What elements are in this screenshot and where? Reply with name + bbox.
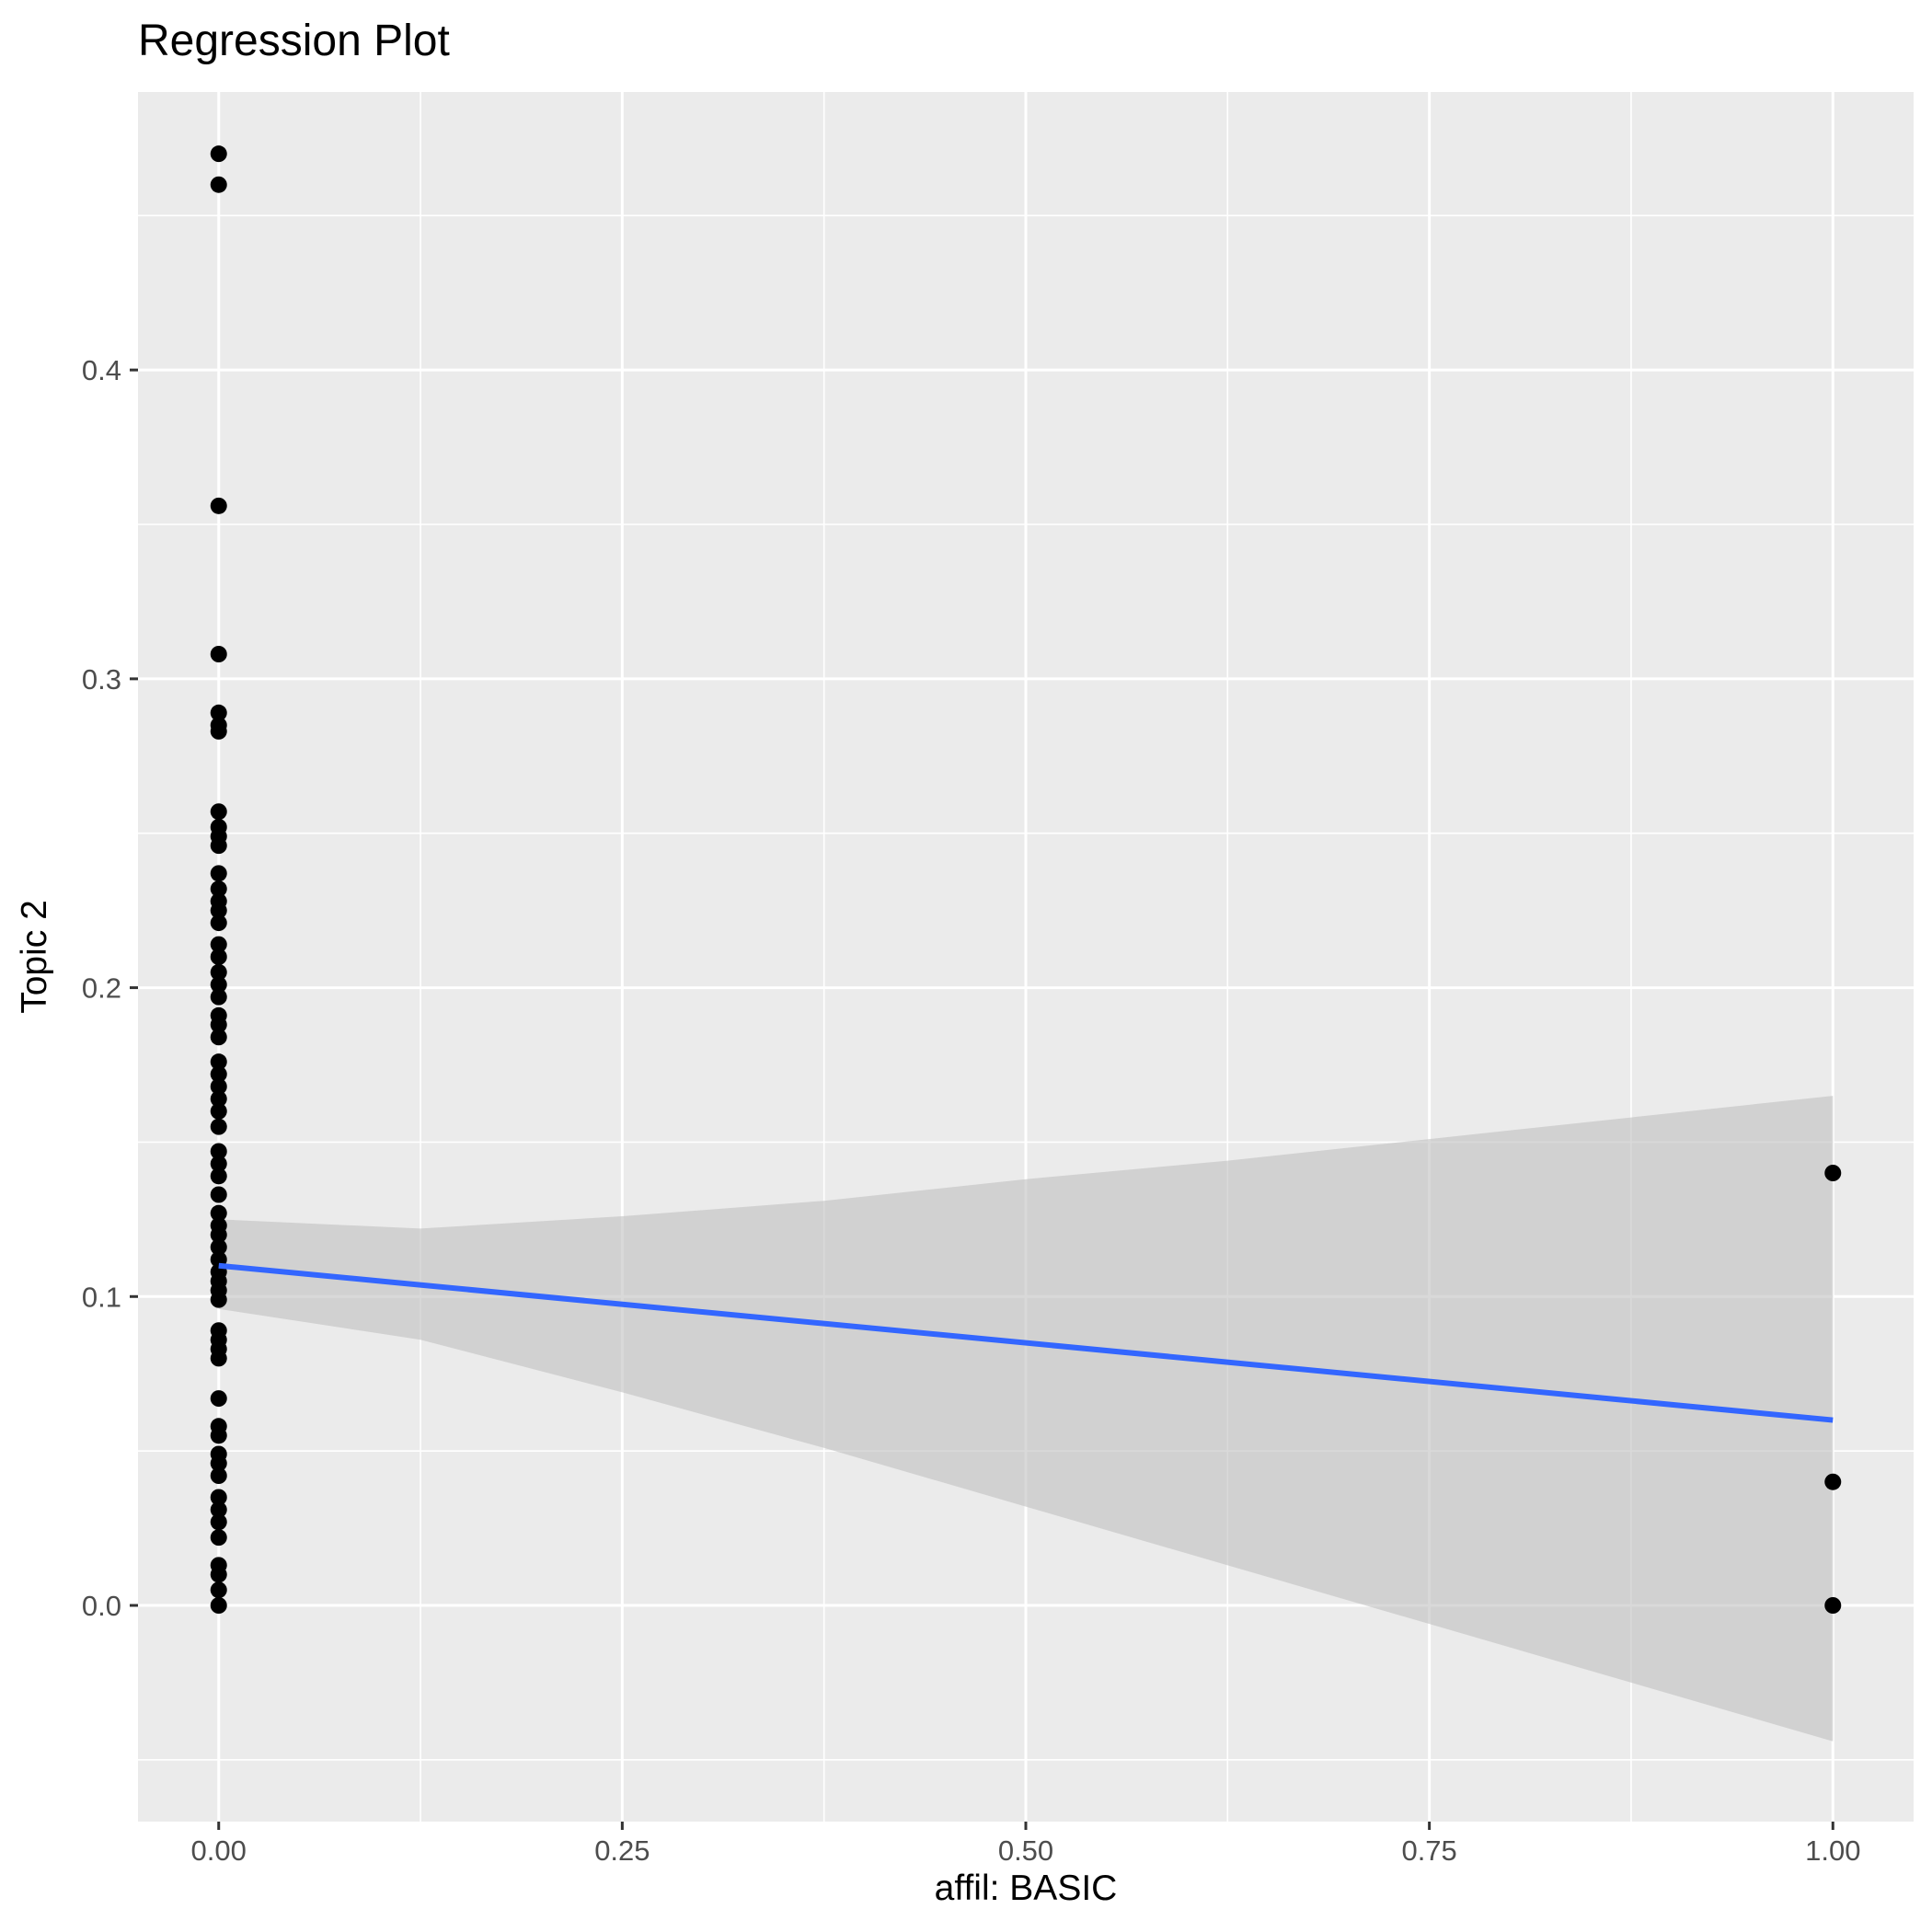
data-point	[210, 1204, 227, 1222]
data-point	[210, 1597, 227, 1614]
data-point	[210, 1513, 227, 1531]
data-point	[210, 1390, 227, 1408]
data-point	[210, 1053, 227, 1071]
data-point	[210, 1529, 227, 1547]
y-axis-title: Topic 2	[15, 900, 54, 1014]
data-point	[210, 1566, 227, 1583]
data-point	[210, 1167, 227, 1185]
data-point	[210, 1029, 227, 1046]
y-tick-label: 0.2	[82, 972, 121, 1005]
data-point	[210, 914, 227, 932]
regression-line	[218, 1262, 1834, 1423]
data-point	[210, 1016, 227, 1033]
x-axis-title: affil: BASIC	[935, 1869, 1118, 1908]
data-point	[210, 1155, 227, 1172]
chart-title: Regression Plot	[138, 17, 450, 65]
x-tick-label: 0.25	[594, 1834, 650, 1867]
data-point	[210, 865, 227, 882]
data-point	[210, 1350, 227, 1367]
data-point	[210, 1090, 227, 1108]
data-point	[210, 988, 227, 1006]
y-tick-label: 0.4	[82, 354, 121, 386]
x-tick-label: 0.75	[1401, 1834, 1456, 1867]
data-point	[210, 837, 227, 855]
data-point	[210, 1238, 227, 1256]
data-point	[210, 704, 227, 721]
x-axis: 0.00 0.25 0.50 0.75 1.00	[191, 1822, 1860, 1867]
data-point	[210, 1143, 227, 1160]
data-point	[210, 176, 227, 193]
y-tick-label: 0.3	[82, 663, 121, 696]
data-point	[210, 646, 227, 662]
data-point	[210, 1467, 227, 1484]
data-point	[210, 1455, 227, 1472]
data-point	[210, 722, 227, 740]
data-point	[1824, 1165, 1842, 1181]
confidence-band	[218, 1096, 1834, 1742]
data-point	[210, 1581, 227, 1599]
data-point	[210, 1065, 227, 1083]
data-point	[1824, 1473, 1842, 1490]
data-point	[210, 963, 227, 981]
y-axis: 0.0 0.1 0.2 0.3 0.4	[82, 354, 138, 1622]
data-point	[210, 1078, 227, 1095]
data-point	[210, 1489, 227, 1506]
data-point	[210, 1226, 227, 1244]
data-point	[210, 1102, 227, 1120]
data-point	[210, 1291, 227, 1308]
data-point	[210, 803, 227, 821]
x-tick-label: 0.50	[998, 1834, 1053, 1867]
data-point	[210, 1118, 227, 1135]
y-tick-label: 0.0	[82, 1590, 121, 1622]
data-point	[210, 145, 227, 163]
x-tick-label: 0.00	[191, 1834, 247, 1867]
data-point	[210, 949, 227, 965]
data-point	[210, 936, 227, 953]
data-point	[210, 880, 227, 898]
y-tick-label: 0.1	[82, 1281, 121, 1313]
data-point	[1824, 1597, 1842, 1614]
data-point	[210, 497, 227, 514]
data-point	[210, 902, 227, 919]
x-tick-label: 1.00	[1805, 1834, 1860, 1867]
data-point	[210, 976, 227, 994]
data-points	[210, 145, 1842, 1614]
data-point	[210, 1501, 227, 1518]
data-point	[210, 1186, 227, 1203]
data-point	[210, 1427, 227, 1444]
